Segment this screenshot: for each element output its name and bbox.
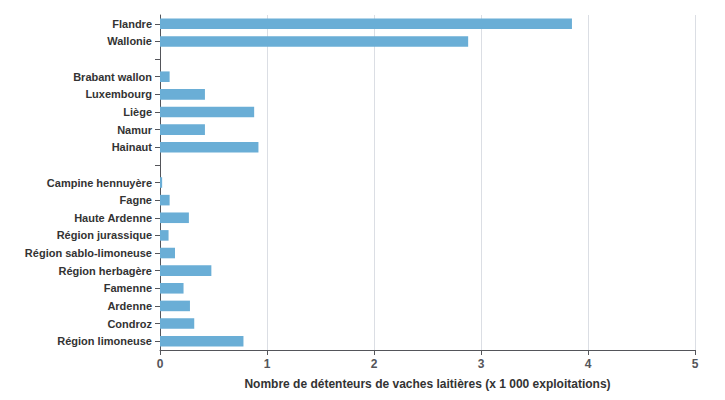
svg-text:Flandre: Flandre [112, 18, 152, 30]
svg-text:4: 4 [585, 357, 592, 371]
svg-text:Région herbagère: Région herbagère [58, 265, 152, 277]
svg-text:Condroz: Condroz [107, 318, 152, 330]
svg-text:Brabant wallon: Brabant wallon [73, 71, 152, 83]
svg-text:1: 1 [264, 357, 271, 371]
svg-text:Hainaut: Hainaut [112, 141, 153, 153]
svg-text:Région jurassique: Région jurassique [57, 229, 152, 241]
svg-text:Namur: Namur [117, 124, 153, 136]
svg-text:Luxembourg: Luxembourg [85, 88, 152, 100]
svg-text:Wallonie: Wallonie [107, 35, 152, 47]
svg-text:2: 2 [371, 357, 378, 371]
svg-text:Région sablo-limoneuse: Région sablo-limoneuse [25, 247, 152, 259]
svg-text:Haute Ardenne: Haute Ardenne [74, 212, 152, 224]
svg-text:0: 0 [157, 357, 164, 371]
svg-text:Ardenne: Ardenne [107, 300, 152, 312]
svg-text:Région limoneuse: Région limoneuse [57, 335, 152, 347]
svg-text:Fagne: Fagne [120, 194, 152, 206]
svg-text:Campine hennuyère: Campine hennuyère [47, 177, 152, 189]
svg-text:Liège: Liège [123, 106, 152, 118]
svg-text:5: 5 [692, 357, 699, 371]
svg-text:Famenne: Famenne [104, 282, 152, 294]
svg-text:Nombre de détenteurs de vaches: Nombre de détenteurs de vaches laitières… [244, 377, 610, 391]
svg-text:3: 3 [478, 357, 485, 371]
